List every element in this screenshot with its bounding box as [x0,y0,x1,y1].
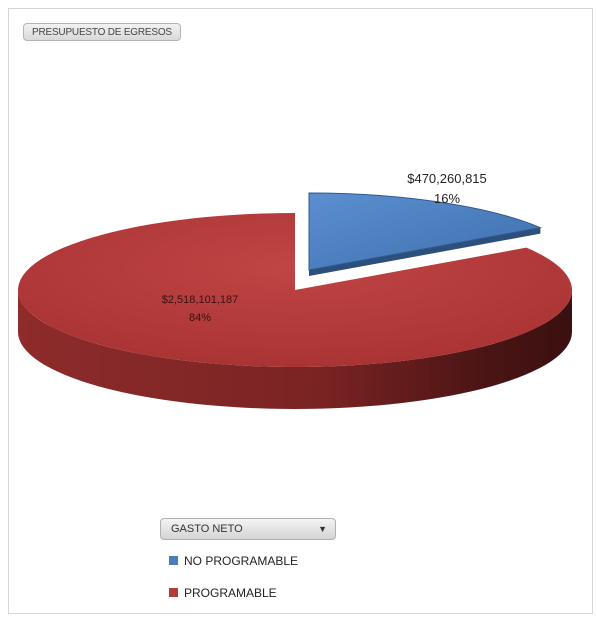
data-label-percent-programable: 84% [189,312,211,324]
legend-item-no-programable: NO PROGRAMABLE [169,553,298,569]
legend-swatch-programable [169,588,178,598]
pie-slice-no-programable [308,192,543,271]
legend-label: NO PROGRAMABLE [184,554,299,568]
legend-swatch-no-programable [169,556,178,566]
legend-label: PROGRAMABLE [184,586,277,600]
data-label-value-programable: $2,518,101,187 [162,294,238,306]
filter-label: GASTO NETO [171,523,243,535]
pie-side-programable [18,290,572,409]
legend-item-programable: PROGRAMABLE [169,585,277,601]
chart-title-field-button[interactable]: PRESUPUESTO DE EGRESOS [23,23,181,41]
data-label-percent-no-programable: 16% [434,191,460,206]
chevron-down-icon[interactable]: ▼ [318,524,327,534]
pie-slice-programable [17,213,572,368]
gasto-neto-filter-dropdown[interactable]: GASTO NETO ▼ [160,518,336,540]
pie-side-no-programable [309,227,541,276]
data-label-value-no-programable: $470,260,815 [407,171,487,186]
